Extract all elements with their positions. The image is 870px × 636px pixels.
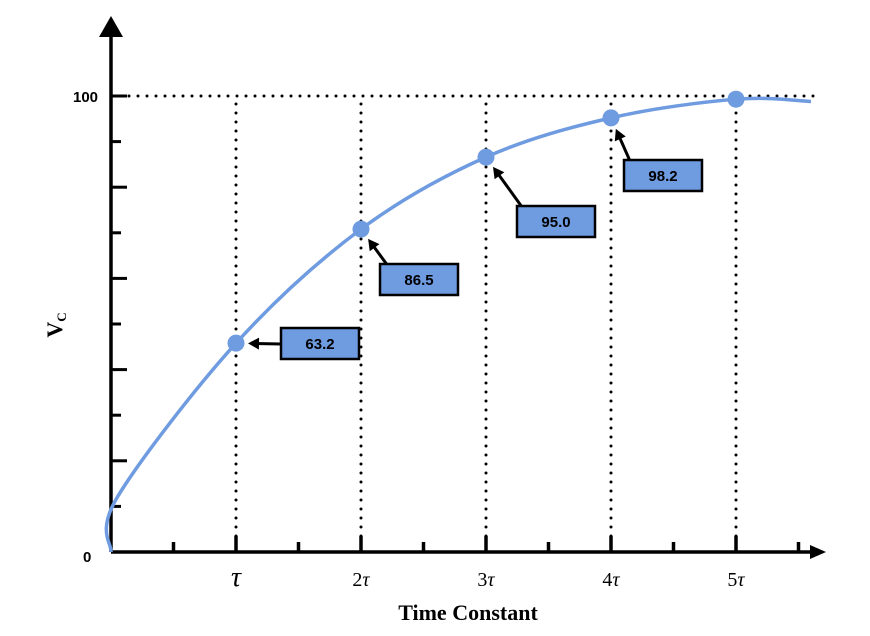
x-tick-label: 5τ xyxy=(727,569,745,591)
x-tick-label: τ xyxy=(231,562,242,593)
charging-curve xyxy=(104,96,812,553)
data-point-2tau xyxy=(352,220,370,238)
y-axis-arrow-icon xyxy=(99,16,123,37)
arrowhead-icon xyxy=(247,337,260,350)
y-axis-title: VC xyxy=(42,312,69,337)
annotation-box xyxy=(622,158,704,193)
data-point-4tau xyxy=(602,109,620,127)
x-tick-label: 2τ xyxy=(352,569,370,591)
annotation-box xyxy=(279,326,361,361)
arrowhead-icon xyxy=(614,128,626,142)
y-tick-label-0: 0 xyxy=(83,549,91,566)
x-tick-label: 4τ xyxy=(602,569,620,591)
annotation-box xyxy=(515,204,597,239)
annotation-box xyxy=(378,262,460,297)
x-axis-title: Time Constant xyxy=(398,600,538,625)
svg-text:VC: VC xyxy=(42,312,69,337)
annotation-label: 63.2 xyxy=(305,336,334,353)
x-tick-label: 3τ xyxy=(477,569,495,591)
data-point-5tau xyxy=(727,90,745,108)
data-point-3tau xyxy=(477,148,495,166)
x-axis-arrow-icon xyxy=(810,545,826,559)
arrowhead-icon xyxy=(493,166,505,180)
y-tick-label-100: 100 xyxy=(73,89,98,106)
data-point-1tau xyxy=(227,334,245,352)
annotation-arrow xyxy=(495,170,524,208)
annotation-label: 95.0 xyxy=(541,214,570,231)
arrowhead-icon xyxy=(368,238,380,252)
annotation-label: 86.5 xyxy=(404,272,433,289)
annotation-label: 98.2 xyxy=(648,168,677,185)
